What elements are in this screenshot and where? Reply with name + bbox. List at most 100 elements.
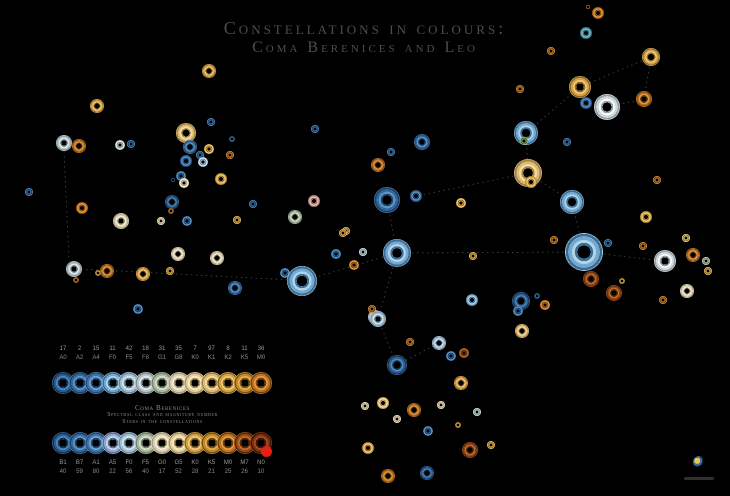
legend-swatch (217, 432, 239, 454)
star (583, 271, 599, 287)
star (288, 210, 302, 224)
star (606, 285, 622, 301)
legend-class-label: F8 (141, 355, 149, 361)
star (550, 236, 558, 244)
legend-caption-line-3: Stars in the constellations (122, 419, 203, 425)
legend-class-label: A4 (92, 355, 100, 361)
star (466, 294, 478, 306)
legend-swatch (118, 372, 140, 394)
legend-count-label: 21 (208, 469, 215, 475)
star (459, 348, 469, 358)
legend-count-label: 15 (92, 346, 100, 352)
star (455, 422, 461, 428)
star (569, 76, 591, 98)
star (456, 198, 466, 208)
star (383, 239, 411, 267)
title-line-1: Constellations in colours: (223, 18, 507, 38)
star (176, 123, 196, 143)
legend-swatch (151, 432, 173, 454)
star (202, 64, 216, 78)
legend-swatch (118, 432, 140, 454)
legend-count-label: 59 (76, 469, 83, 475)
star (469, 252, 477, 260)
star (446, 351, 456, 361)
legend-count-label: 35 (175, 346, 182, 352)
legend-swatch (184, 372, 206, 394)
star (423, 426, 433, 436)
page-title: Constellations in colours: Coma Berenice… (0, 18, 730, 57)
star (308, 195, 320, 207)
legend-count-label: 8 (226, 346, 230, 352)
star (168, 208, 174, 214)
star (349, 260, 359, 270)
star (179, 178, 189, 188)
star (165, 195, 179, 209)
legend-class-label: A1 (92, 460, 100, 466)
legend-count-label: 10 (257, 469, 265, 475)
star (515, 324, 529, 338)
legend-class-label: M0 (223, 460, 233, 466)
star (580, 27, 592, 39)
star (331, 249, 341, 259)
constellation-line (525, 132, 529, 174)
legend-count-label: 18 (142, 346, 149, 352)
star (368, 305, 376, 313)
legend-class-label: G5 (174, 460, 183, 466)
star (133, 304, 143, 314)
star (215, 173, 227, 185)
star (339, 229, 347, 237)
legend-swatch (85, 432, 107, 454)
star (171, 178, 175, 182)
legend-class-label: K5 (240, 355, 249, 361)
legend-count-label: 56 (125, 469, 133, 475)
star (113, 213, 129, 229)
star (604, 239, 612, 247)
legend-swatch (52, 432, 74, 454)
legend-swatch (184, 432, 206, 454)
legend-count-label: 80 (92, 469, 100, 475)
star (462, 442, 478, 458)
star (362, 442, 374, 454)
star (387, 355, 407, 375)
artist-signature (684, 455, 714, 480)
star (525, 176, 537, 188)
legend-swatch (250, 372, 272, 394)
legend-class-label: B1 (59, 460, 67, 466)
star (176, 171, 186, 181)
legend-class-label: M7 (240, 460, 249, 466)
star (594, 94, 620, 120)
star (370, 311, 386, 327)
star (311, 125, 319, 133)
star (157, 217, 165, 225)
legend-count-label: 26 (241, 469, 248, 475)
constellation-line (583, 251, 666, 262)
star (682, 234, 690, 242)
legend-count-label: 40 (142, 469, 149, 475)
crescent-moon-logo (693, 456, 705, 468)
legend-class-label: M0 (256, 355, 266, 361)
star (407, 403, 421, 417)
constellation-line (63, 150, 70, 262)
star (640, 211, 652, 223)
star (534, 293, 540, 299)
star (410, 190, 422, 202)
legend-count-label: 25 (224, 469, 232, 475)
legend-class-label: F0 (125, 460, 133, 466)
legend-count-label: 40 (59, 469, 67, 475)
star (171, 247, 185, 261)
constellation-line (80, 268, 293, 281)
star (547, 47, 555, 55)
star (586, 5, 590, 9)
legend-class-label: F0 (108, 355, 116, 361)
star (513, 306, 523, 316)
star (374, 187, 400, 213)
star (166, 267, 174, 275)
star (686, 248, 700, 262)
star (512, 292, 530, 310)
star (420, 466, 434, 480)
title-line-2: Coma Berenices and Leo (252, 38, 478, 56)
star (565, 233, 603, 271)
star (642, 48, 660, 66)
star (90, 99, 104, 113)
legend-class-label: G0 (157, 460, 166, 466)
